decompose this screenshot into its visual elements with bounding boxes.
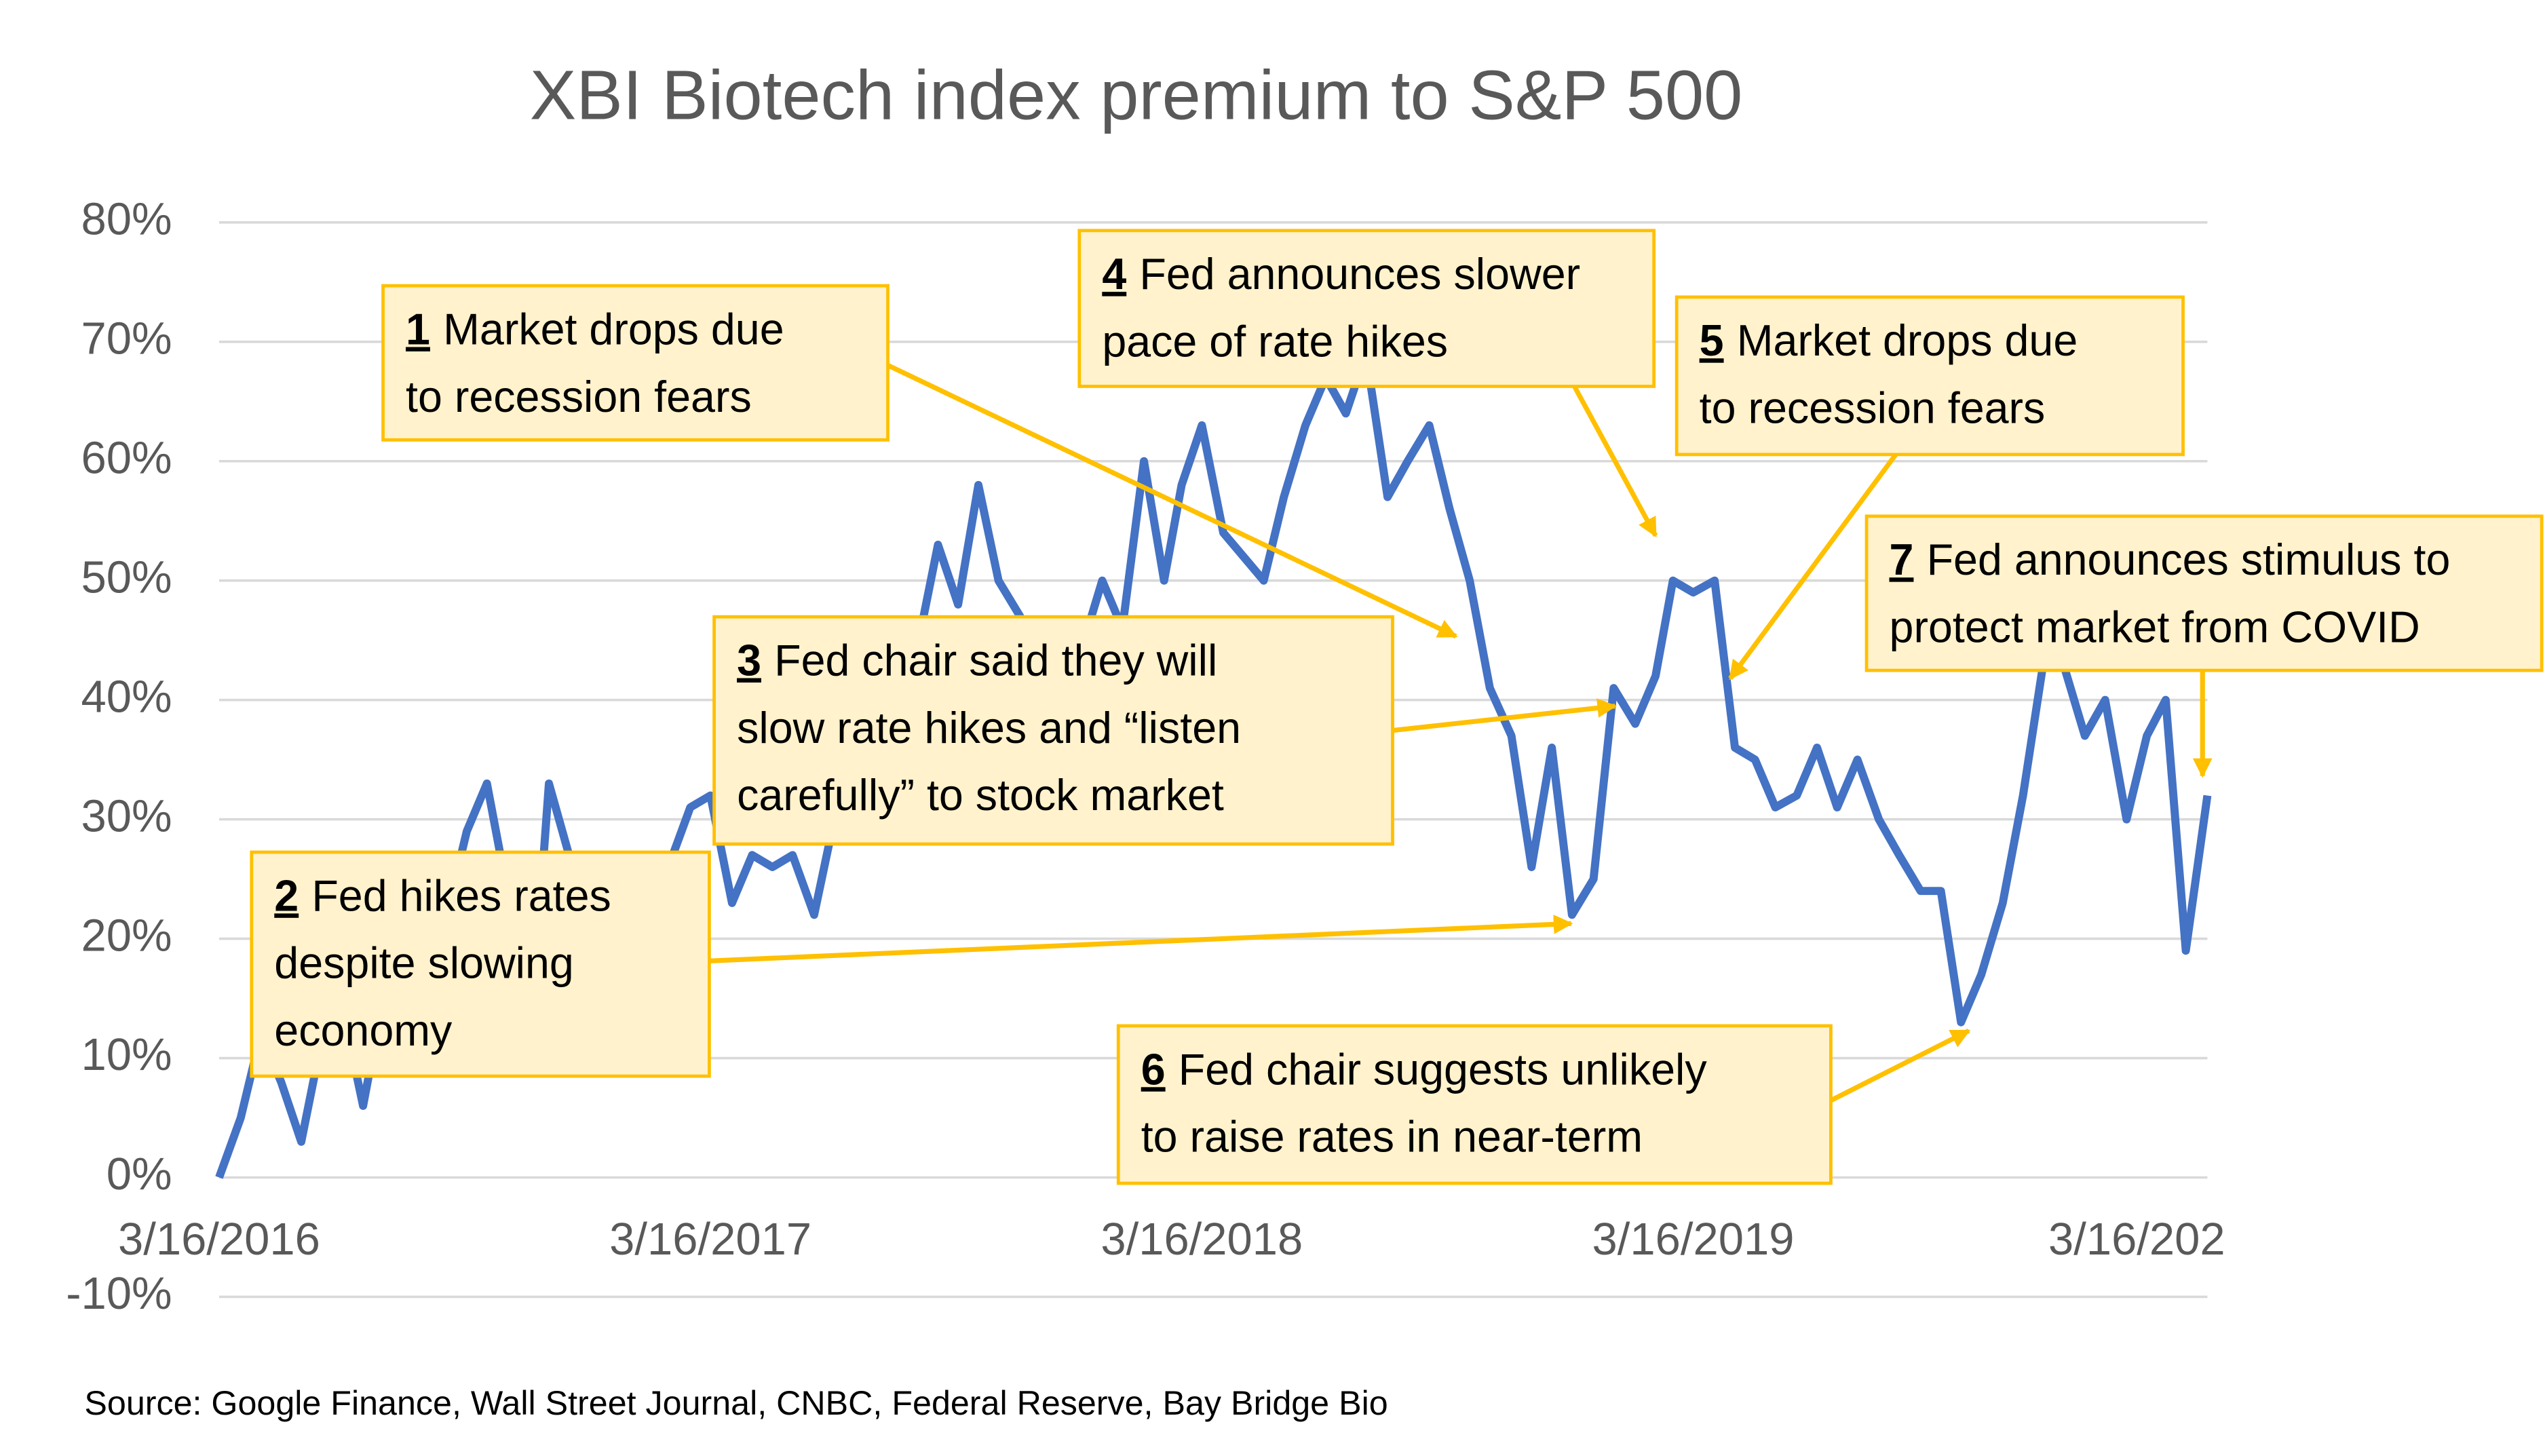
x-tick-label: 3/16/2017 xyxy=(609,1214,811,1265)
annotation-line: to recession fears xyxy=(406,372,752,421)
annotation-number: 7 xyxy=(1890,535,1914,584)
annotation-text: to raise rates in near-term xyxy=(1141,1113,1643,1162)
annotation-text: 6 Fed chair suggests unlikely xyxy=(1141,1045,1708,1094)
annotation: 1 Market drops due to recession fears xyxy=(406,305,784,421)
annotation-number: 5 xyxy=(1700,316,1724,365)
annotation-text: to recession fears xyxy=(406,372,752,421)
annotation: 5 Market drops due to recession fears xyxy=(1700,316,2078,432)
annotation-line: carefully” to stock market xyxy=(737,771,1224,820)
annotation-text: to recession fears xyxy=(1700,384,2046,433)
annotation-text: carefully” to stock market xyxy=(737,771,1224,820)
annotation-arrow xyxy=(886,363,1458,639)
annotation-text: despite slowing xyxy=(274,939,574,988)
annotation-line: slow rate hikes and “listen xyxy=(737,704,1241,752)
annotation-box xyxy=(1675,295,2185,457)
annotation: 3 Fed chair said they will slow rate hikes… xyxy=(737,636,1241,820)
annotation-text: protect market from COVID xyxy=(1890,603,2420,652)
annotation-line: protect market from COVID xyxy=(1890,603,2420,652)
annotation: 4 Fed announces slower pace of rate hikes xyxy=(1102,250,1580,366)
annotation-text: 3 Fed chair said they will xyxy=(737,636,1217,685)
chart-title: XBI Biotech index premium to S&P 500 xyxy=(530,56,1743,134)
annotation-line: Fed hikes rates xyxy=(311,871,611,920)
annotation-arrow xyxy=(1392,698,1618,733)
annotation: 2 Fed hikes rates despite slowing economy xyxy=(274,871,611,1055)
annotation-line: pace of rate hikes xyxy=(1102,317,1448,366)
annotation-text: 7 Fed announces stimulus to xyxy=(1890,535,2451,584)
annotation-line: economy xyxy=(274,1006,453,1055)
annotation-line: to raise rates in near-term xyxy=(1141,1113,1643,1162)
annotation-number: 4 xyxy=(1102,250,1126,299)
y-tick-label: 70% xyxy=(81,313,172,364)
annotation-line: Market drops due xyxy=(1737,316,2078,365)
y-tick-label: 20% xyxy=(81,910,172,961)
y-tick-label: 40% xyxy=(81,671,172,722)
annotation-line: Market drops due xyxy=(443,305,784,354)
annotation-line: to recession fears xyxy=(1700,384,2046,433)
annotation-line: Fed chair said they will xyxy=(774,636,1217,685)
annotation-box xyxy=(1864,514,2544,672)
y-tick-label: -10% xyxy=(66,1268,172,1319)
annotation-box xyxy=(381,284,889,442)
annotation-line: Fed announces stimulus to xyxy=(1927,535,2451,584)
y-tick-label: 80% xyxy=(81,194,172,245)
annotation-line: Fed announces slower xyxy=(1139,250,1580,299)
y-tick-label: 60% xyxy=(81,432,172,483)
annotation-line: Fed chair suggests unlikely xyxy=(1179,1045,1708,1094)
y-tick-label: 10% xyxy=(81,1029,172,1080)
annotation-text: slow rate hikes and “listen xyxy=(737,704,1241,752)
annotation-box xyxy=(1077,229,1656,388)
data-line xyxy=(215,349,2212,1179)
source-note: Source: Google Finance, Wall Street Jour… xyxy=(84,1384,1388,1422)
x-tick-label: 3/16/202 xyxy=(2048,1214,2225,1265)
annotation-arrow xyxy=(1829,1028,1971,1103)
annotation: 7 Fed announces stimulus to protect market… xyxy=(1890,535,2451,651)
annotation-number: 3 xyxy=(737,636,761,685)
annotation-box xyxy=(712,615,1394,846)
annotation: 6 Fed chair suggests unlikely to raise rat… xyxy=(1141,1045,1708,1161)
annotation-arrow xyxy=(1728,453,1898,681)
x-tick-label: 3/16/2018 xyxy=(1101,1214,1303,1265)
annotation-text: pace of rate hikes xyxy=(1102,317,1448,366)
annotation-text: 2 Fed hikes rates xyxy=(274,871,611,920)
annotation-text: economy xyxy=(274,1006,453,1055)
x-tick-label: 3/16/2019 xyxy=(1592,1214,1795,1265)
annotation-arrow xyxy=(1572,385,1658,538)
annotation-text: 5 Market drops due xyxy=(1700,316,2078,365)
annotation-arrow xyxy=(709,915,1573,963)
annotation-box xyxy=(250,850,711,1078)
annotation-number: 1 xyxy=(406,305,430,354)
annotation-number: 2 xyxy=(274,871,299,920)
y-tick-label: 50% xyxy=(81,552,172,602)
y-tick-label: 0% xyxy=(107,1149,172,1200)
annotation-line: despite slowing xyxy=(274,939,574,988)
annotation-box xyxy=(1116,1024,1833,1185)
annotation-text: 1 Market drops due xyxy=(406,305,784,354)
annotation-number: 6 xyxy=(1141,1045,1166,1094)
annotation-text: 4 Fed announces slower xyxy=(1102,250,1580,299)
y-tick-label: 30% xyxy=(81,790,172,841)
x-tick-label: 3/16/2016 xyxy=(118,1214,320,1265)
